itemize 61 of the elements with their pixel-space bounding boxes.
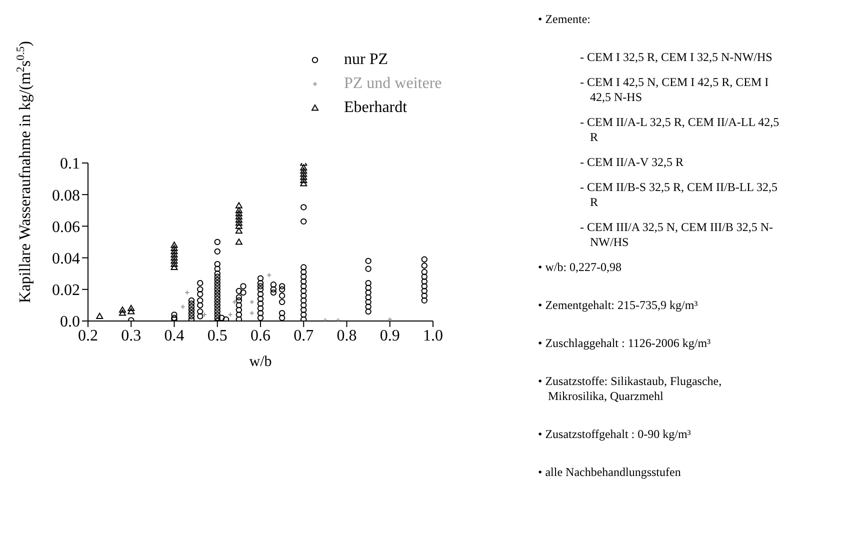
x-axis-title: w/b: [249, 354, 272, 370]
legend-label: Eberhardt: [344, 99, 408, 117]
point: [300, 180, 308, 186]
x-tick-label: 0.2: [78, 327, 98, 344]
x-tick-label: 0.9: [380, 327, 400, 344]
legend-label: nur PZ: [344, 51, 388, 69]
legend-label: PZ und weitere: [344, 75, 442, 93]
text: • w/b: 0,227-0,98: [538, 260, 623, 275]
point: [128, 308, 135, 314]
point: [235, 222, 242, 229]
point: [235, 202, 242, 208]
point: [96, 312, 104, 319]
text: • Zementgehalt: 215-735,9 kg/m³: [538, 298, 699, 313]
point: [170, 251, 178, 258]
point: [387, 316, 392, 321]
y-tick-label: 0.1: [60, 156, 80, 173]
y-tick-label: 0.06: [52, 218, 80, 236]
point: [300, 170, 308, 177]
x-tick-label: 0.3: [121, 327, 142, 344]
y-tick-label: 0.02: [52, 282, 80, 300]
text: • alle Nachbehandlungsstufen: [538, 465, 682, 480]
y-tick-label: 0.04: [52, 250, 80, 268]
point: [170, 254, 178, 260]
point: [235, 220, 242, 226]
point: [300, 176, 308, 184]
x-tick-label: 1.0: [423, 327, 443, 344]
point: [170, 264, 178, 270]
text: • Zusatzstoffe: Silikastaub, Flugasche, Mikrosilika, Quarzmehl: [538, 374, 723, 404]
x-tick-label: 0.7: [294, 327, 314, 344]
text: - CEM II/A-V 32,5 R: [580, 155, 684, 170]
y-tick-label: 0.0: [60, 314, 80, 331]
point: [235, 210, 242, 216]
point: [170, 248, 178, 254]
text: - CEM III/A 32,5 N, CEM III/B 32,5 N-NW/HS: [580, 220, 774, 250]
point: [128, 304, 135, 312]
text: • Zusatzstoffgehalt : 0-90 kg/m³: [538, 427, 692, 442]
point: [235, 227, 242, 234]
text: - CEM I 42,5 N, CEM I 42,5 R, CEM I 42,5 N-HS: [580, 75, 770, 105]
point: [300, 164, 308, 170]
y-tick-label: 0.08: [52, 187, 80, 204]
text: • Zemente:: [538, 12, 592, 27]
point: [235, 213, 242, 220]
text: - CEM II/B-S 32,5 R, CEM II/B-LL 32,5 R: [580, 180, 779, 210]
point: [235, 238, 242, 245]
point: [235, 216, 242, 223]
x-tick-label: 0.8: [336, 327, 357, 344]
point: [170, 242, 178, 248]
x-tick-label: 0.4: [164, 327, 184, 344]
x-tick-label: 0.6: [250, 327, 270, 344]
point: [300, 167, 308, 174]
point: [170, 244, 178, 252]
x-tick-label: 0.5: [207, 327, 228, 344]
point: [119, 310, 126, 316]
point: [170, 257, 178, 264]
text: • Zuschlaggehalt : 1126-2006 kg/m³: [538, 336, 712, 351]
point: [235, 206, 242, 214]
text: - CEM II/A-L 32,5 R, CEM II/A-LL 42,5 R: [580, 115, 780, 145]
point: [300, 174, 308, 180]
point: [170, 260, 178, 267]
point: [119, 306, 126, 313]
text: - CEM I 32,5 R, CEM I 32,5 N-NW/HS: [580, 50, 774, 65]
